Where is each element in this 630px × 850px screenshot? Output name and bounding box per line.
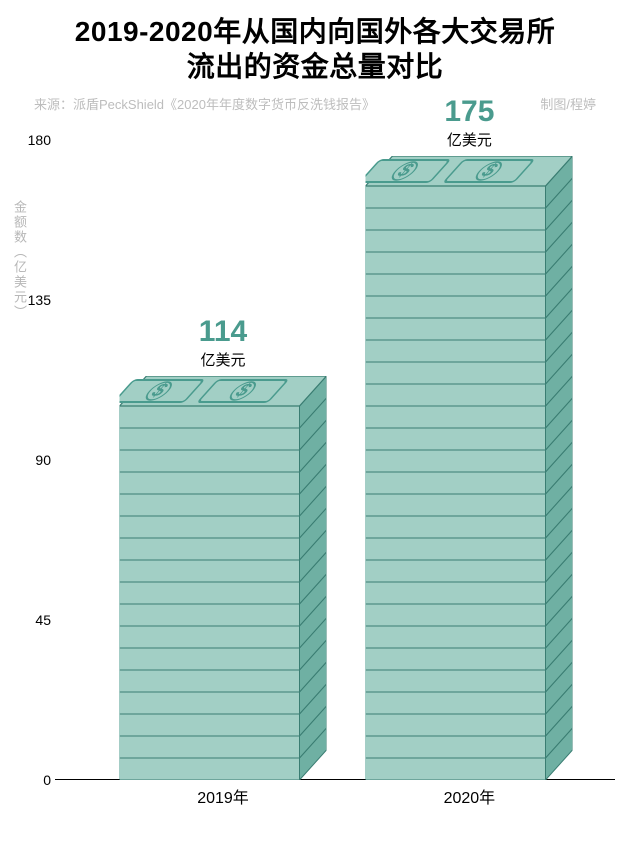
money-stack-icon: $$ — [120, 376, 327, 780]
money-stack-icon: $$ — [366, 156, 573, 780]
x-category-label: 2019年 — [197, 784, 249, 808]
y-tick: 0 — [21, 772, 51, 788]
source-text: 来源：派盾PeckShield《2020年年度数字货币反洗钱报告》 — [34, 94, 375, 113]
money-stack: $$ — [366, 156, 573, 780]
title-line-2: 流出的资金总量对比 — [20, 49, 610, 84]
y-tick: 180 — [21, 132, 51, 148]
chart-title: 2019-2020年从国内向国外各大交易所 流出的资金总量对比 — [0, 0, 630, 90]
y-tick: 90 — [21, 452, 51, 468]
bar-value-number: 175 — [444, 97, 494, 127]
credit-text: 制图/程婷 — [540, 94, 596, 113]
chart-plot-area: 04590135180$$2019年114亿美元$$2020年175亿美元 — [55, 140, 615, 780]
bar-value-label: 114亿美元 — [199, 317, 247, 370]
bar-value-unit: 亿美元 — [444, 129, 494, 150]
x-category-label: 2020年 — [444, 784, 496, 808]
bar-value-number: 114 — [199, 317, 247, 347]
bar-value-unit: 亿美元 — [199, 349, 247, 370]
money-stack: $$ — [120, 376, 327, 780]
title-line-1: 2019-2020年从国内向国外各大交易所 — [20, 14, 610, 49]
y-tick: 135 — [21, 292, 51, 308]
y-tick: 45 — [21, 612, 51, 628]
bar-value-label: 175亿美元 — [444, 97, 494, 150]
source-row: 来源：派盾PeckShield《2020年年度数字货币反洗钱报告》 制图/程婷 — [0, 90, 630, 113]
